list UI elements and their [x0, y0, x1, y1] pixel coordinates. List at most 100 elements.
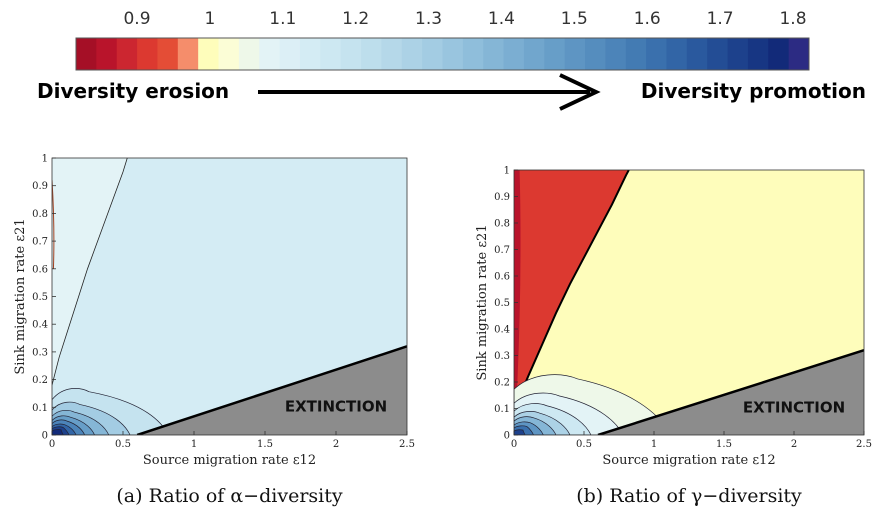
colorbar-cell — [585, 38, 606, 70]
y-tick-label: 0.2 — [494, 378, 510, 389]
colorbar-cell — [299, 38, 321, 70]
contour-line — [52, 158, 128, 386]
colorbar-cell — [259, 38, 281, 70]
x-tick-label: 0.5 — [115, 439, 131, 450]
panel-caption: (a) Ratio of α−diversity — [116, 485, 342, 507]
x-tick-label: 1.5 — [257, 439, 273, 450]
colorbar-cell — [96, 38, 118, 70]
y-tick-label: 0.5 — [32, 292, 48, 303]
y-tick-label: 0.1 — [32, 403, 48, 414]
x-tick-label: 0 — [511, 439, 517, 450]
x-tick-label: 1 — [651, 439, 657, 450]
colorbar-cell — [157, 38, 179, 70]
colorbar-cell — [666, 38, 688, 70]
region-erosion-dark — [514, 170, 521, 409]
x-tick-label: 1.5 — [716, 439, 732, 450]
colorbar-cell — [361, 38, 382, 70]
panel-alpha-diversity: EXTINCTION 0 0.5 1 1.5 2 2.5 0 0.1 0.2 0.3 0.4 0.5 0.… — [13, 154, 415, 508]
colorbar-cell — [422, 38, 443, 70]
y-tick-label: 1 — [504, 166, 510, 177]
x-tick-label: 2 — [791, 439, 797, 450]
extinction-label: EXTINCTION — [285, 397, 387, 415]
y-tick-label: 0.8 — [494, 219, 510, 230]
extinction-label: EXTINCTION — [743, 398, 845, 416]
colorbar-cell — [116, 38, 138, 70]
arrow-head — [559, 73, 601, 111]
colorbar-tick-label: 1.4 — [488, 9, 515, 29]
y-tick-label: 0.4 — [494, 325, 510, 336]
colorbar-cell — [218, 38, 240, 70]
colorbar-cell — [401, 38, 423, 70]
y-tick-label: 0.4 — [32, 320, 48, 331]
x-axis-label: Source migration rate ε12 — [143, 453, 316, 468]
contour-level — [514, 429, 526, 435]
y-tick-label: 1 — [42, 154, 48, 165]
colorbar-cell — [686, 38, 708, 70]
panel-gamma-diversity: EXTINCTION 0 0.5 1 1.5 2 2.5 0 0.1 0.2 0.3 0.4 0.5 0.… — [475, 166, 872, 508]
y-tick-label: 0.9 — [32, 181, 48, 192]
colorbar-cell — [605, 38, 627, 70]
y-axis-label: Sink migration rate ε21 — [13, 218, 28, 374]
y-tick-label: 0.7 — [32, 237, 48, 248]
panel-caption: (b) Ratio of γ−diversity — [576, 485, 802, 507]
extinction-boundary-line — [597, 349, 864, 435]
colorbar-cell — [707, 38, 729, 70]
colorbar-cell — [279, 38, 301, 70]
extinction-boundary-line — [136, 345, 407, 435]
x-tick-label: 0.5 — [576, 439, 592, 450]
y-tick-label: 0.8 — [32, 209, 48, 220]
colorbar-tick-label: 1.7 — [707, 9, 734, 29]
contour-line — [52, 180, 55, 269]
colorbar-cell — [544, 38, 566, 70]
y-tick-label: 0.6 — [494, 272, 510, 283]
y-tick-label: 0 — [42, 431, 48, 442]
colorbar-tick-label: 1.5 — [561, 9, 588, 29]
colorbar-cell — [76, 38, 97, 70]
y-tick-label: 0.9 — [494, 192, 510, 203]
colorbar-cell — [625, 38, 647, 70]
colorbar-cell — [238, 38, 260, 70]
y-axis-label: Sink migration rate ε21 — [475, 224, 490, 380]
region-erosion — [514, 170, 629, 404]
colorbar-cell — [523, 38, 545, 70]
region-light — [52, 158, 128, 435]
colorbar-tick-label: 1.1 — [269, 9, 296, 29]
diversity-promotion-label: Diversity promotion — [641, 79, 866, 103]
diversity-erosion-label: Diversity erosion — [37, 79, 229, 103]
colorbar-cell — [747, 38, 769, 70]
y-tick-label: 0.3 — [494, 351, 510, 362]
x-tick-label: 1 — [191, 439, 197, 450]
x-axis-label: Source migration rate ε12 — [602, 453, 775, 468]
y-tick-label: 0.5 — [494, 298, 510, 309]
colorbar-cell — [768, 38, 790, 70]
colorbar-cell — [381, 38, 403, 70]
colorbar-tick-label: 1.2 — [342, 9, 369, 29]
colorbar-tick-label: 1 — [204, 9, 215, 29]
colorbar-cell — [198, 38, 220, 70]
colorbar-cell — [137, 38, 158, 70]
colorbar-cell — [727, 38, 749, 70]
y-tick-label: 0.1 — [494, 404, 510, 415]
y-tick-label: 0.2 — [32, 375, 48, 386]
y-tick-label: 0.3 — [32, 347, 48, 358]
colorbar-cell — [462, 38, 484, 70]
y-tick-label: 0.6 — [32, 264, 48, 275]
colorbar-cell — [177, 38, 199, 70]
x-tick-label: 0 — [49, 439, 55, 450]
colorbar-cell — [646, 38, 667, 70]
colorbar-tick-label: 0.9 — [123, 9, 150, 29]
x-tick-label: 2.5 — [856, 439, 872, 450]
colorbar-cell — [503, 38, 525, 70]
colorbar-cell — [442, 38, 464, 70]
colorbar-tick-label: 1.3 — [415, 9, 442, 29]
x-tick-label: 2 — [333, 439, 339, 450]
colorbar-cell — [483, 38, 505, 70]
colorbar-frame — [75, 37, 810, 71]
colorbar-cell — [340, 38, 362, 70]
y-tick-label: 0.7 — [494, 245, 510, 256]
colorbar-cell — [320, 38, 342, 70]
colorbar — [76, 38, 810, 70]
colorbar-tick-label: 1.6 — [634, 9, 661, 29]
colorbar-tick-labels: 0.9 1 1.1 1.2 1.3 1.4 1.5 1.6 1.7 1.8 — [123, 9, 806, 29]
